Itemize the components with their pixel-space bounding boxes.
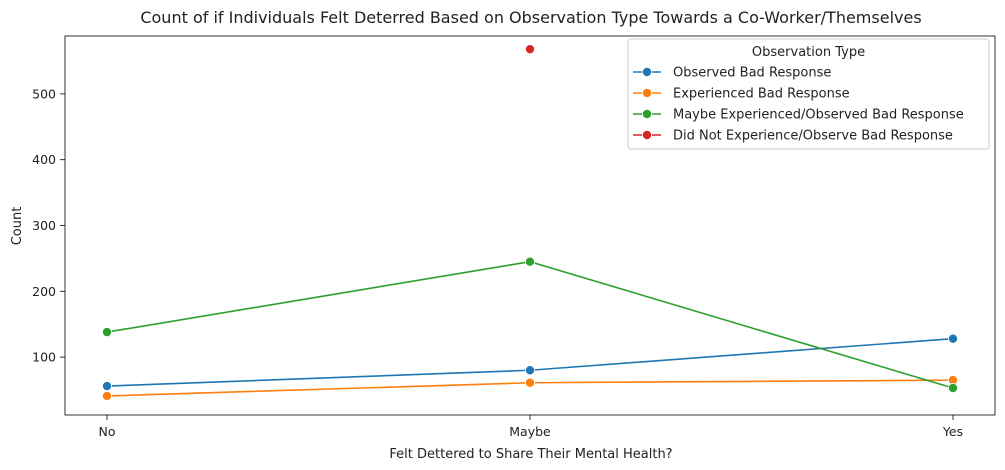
x-tick-label: No: [99, 424, 116, 439]
data-point: [525, 377, 536, 388]
legend-swatch-marker: [642, 67, 653, 78]
data-point: [102, 390, 113, 401]
legend-box: [627, 38, 990, 150]
x-tick-label: Maybe: [509, 424, 551, 439]
y-tick-label: 300: [32, 218, 56, 233]
legend-item-label: Experienced Bad Response: [673, 87, 850, 102]
x-axis-label: Felt Dettered to Share Their Mental Heal…: [389, 447, 672, 462]
y-tick-label: 100: [32, 350, 56, 365]
legend-swatch-marker: [642, 129, 653, 140]
data-point: [525, 256, 536, 267]
chart-title: Count of if Individuals Felt Deterred Ba…: [140, 8, 921, 27]
legend: Observation Type Observed Bad Response Exp…: [627, 38, 990, 150]
data-point: [102, 381, 113, 392]
y-axis-label: Count: [10, 207, 25, 246]
y-tick-label: 500: [32, 86, 56, 101]
legend-item-label: Did Not Experience/Observe Bad Response: [673, 129, 953, 144]
data-point: [525, 365, 536, 376]
plot-area: 100 200 300 400 500 No Maybe Yes: [32, 35, 996, 439]
data-point: [948, 333, 959, 344]
legend-swatch-marker: [642, 88, 653, 99]
legend-item-label: Observed Bad Response: [673, 66, 831, 81]
legend-title: Observation Type: [752, 45, 865, 60]
legend-swatch-marker: [642, 109, 653, 120]
data-point: [525, 44, 536, 55]
x-tick-label: Yes: [942, 424, 963, 439]
data-point: [948, 383, 959, 394]
data-point: [102, 327, 113, 338]
y-tick-label: 200: [32, 284, 56, 299]
y-tick-label: 400: [32, 152, 56, 167]
legend-item-label: Maybe Experienced/Observed Bad Response: [673, 108, 964, 123]
